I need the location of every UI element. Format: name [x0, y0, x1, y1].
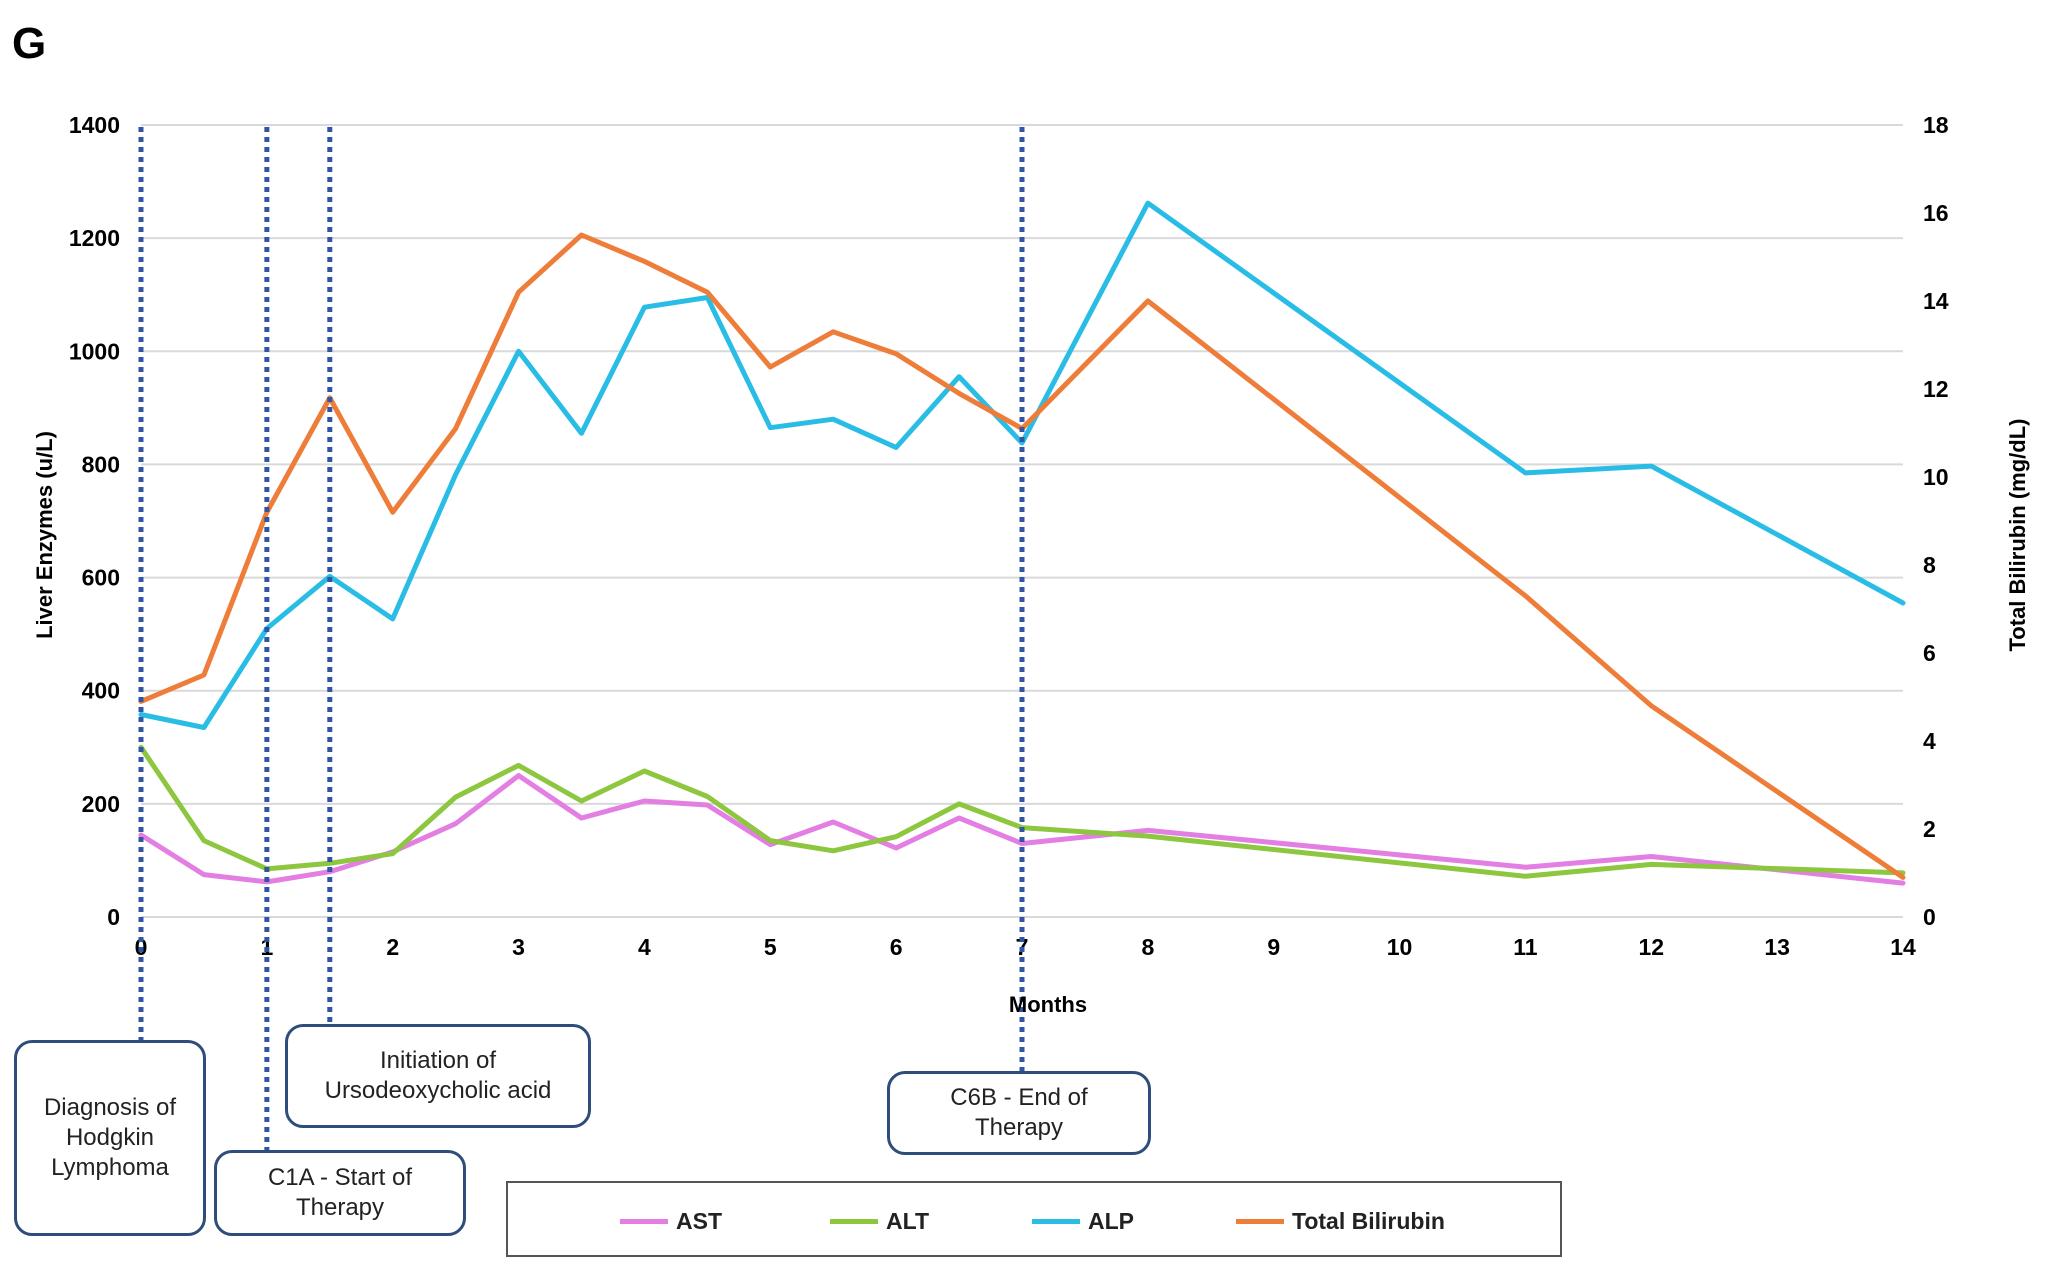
y2-tick-label: 6 — [1923, 640, 1936, 666]
event-label-ursodeoxycholic: Initiation of Ursodeoxycholic acid — [285, 1024, 591, 1128]
legend-item-total-bilirubin: Total Bilirubin — [1236, 1183, 1445, 1259]
axes: 0 200 400 600 800 1000 1200 1400 0 2 4 6 8 10 12 14 16 18… — [69, 112, 1949, 960]
legend-swatch-ast — [620, 1218, 668, 1224]
series-line-alp — [138, 200, 1906, 730]
y2-tick-label: 14 — [1923, 288, 1949, 314]
y2-tick-label: 10 — [1923, 464, 1949, 490]
x-tick-label: 10 — [1387, 934, 1413, 960]
x-tick-label: 6 — [890, 934, 903, 960]
legend-item-alt: ALT — [830, 1183, 929, 1259]
legend-label-alp: ALP — [1088, 1207, 1134, 1234]
y2-tick-label: 0 — [1923, 904, 1936, 930]
legend-swatch-alt — [830, 1218, 878, 1224]
y-axis-title: Liver Enzymes (u/L) — [32, 431, 57, 639]
x-tick-label: 4 — [638, 934, 651, 960]
y2-tick-label: 16 — [1923, 200, 1949, 226]
y2-axis-title: Total Bilirubin (mg/dL) — [2005, 419, 2030, 652]
y-tick-label: 1000 — [69, 338, 120, 364]
legend-item-alp: ALP — [1032, 1183, 1134, 1259]
x-tick-label: 12 — [1638, 934, 1664, 960]
y2-tick-label: 8 — [1923, 552, 1936, 578]
y2-tick-label: 12 — [1923, 376, 1949, 402]
y-tick-label: 800 — [82, 451, 120, 477]
legend-label-alt: ALT — [886, 1207, 930, 1234]
legend-swatch-total-bilirubin — [1236, 1218, 1284, 1224]
x-tick-label: 11 — [1513, 934, 1538, 960]
y2-tick-label: 4 — [1923, 728, 1936, 754]
y-tick-label: 400 — [82, 678, 120, 704]
legend-label-total-bilirubin: Total Bilirubin — [1292, 1207, 1445, 1234]
x-tick-label: 8 — [1141, 934, 1154, 960]
x-tick-label: 9 — [1267, 934, 1280, 960]
legend-label-ast: AST — [676, 1207, 722, 1234]
panel-label: G — [12, 19, 46, 68]
event-markers — [138, 127, 1025, 1150]
x-axis-title: Months — [1009, 992, 1087, 1017]
x-tick-label: 3 — [512, 934, 525, 960]
x-tick-label: 2 — [386, 934, 399, 960]
legend: AST ALT ALP Total Bilirubin — [506, 1181, 1562, 1257]
series-line-alt — [138, 744, 1906, 879]
y-tick-label: 1200 — [69, 225, 120, 251]
y-tick-label: 0 — [107, 904, 120, 930]
y2-tick-label: 2 — [1923, 816, 1936, 842]
y-tick-label: 200 — [82, 791, 120, 817]
x-tick-label: 5 — [764, 934, 777, 960]
event-label-diagnosis: Diagnosis of Hodgkin Lymphoma — [14, 1040, 206, 1236]
event-label-start-therapy: C1A - Start of Therapy — [214, 1150, 466, 1236]
event-label-end-therapy: C6B - End of Therapy — [887, 1071, 1151, 1155]
legend-swatch-alp — [1032, 1218, 1080, 1224]
y-tick-label: 600 — [82, 565, 120, 591]
legend-item-ast: AST — [620, 1183, 722, 1259]
x-tick-label: 13 — [1764, 934, 1790, 960]
y2-tick-label: 18 — [1923, 112, 1949, 138]
x-tick-label: 14 — [1890, 934, 1916, 960]
y-tick-label: 1400 — [69, 112, 120, 138]
